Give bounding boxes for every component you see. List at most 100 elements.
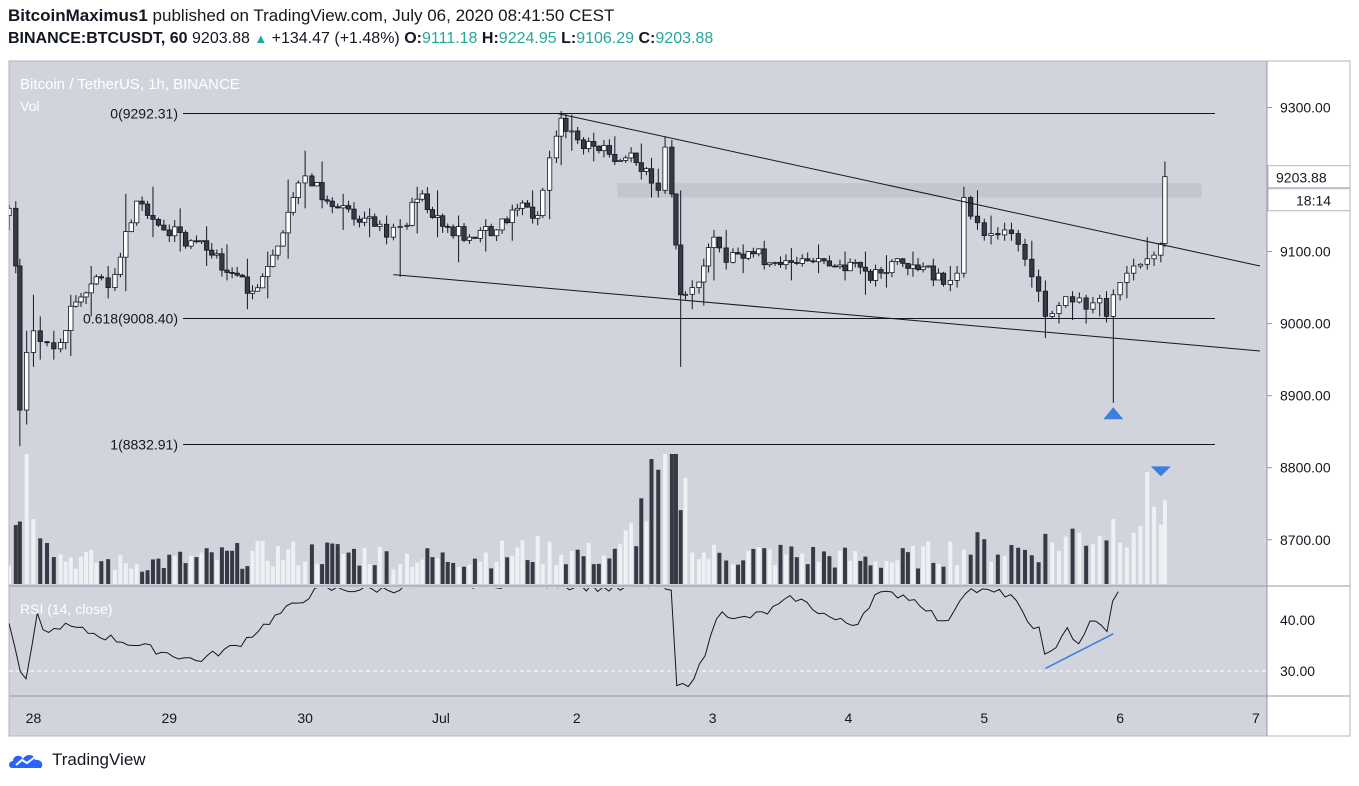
candle-body — [563, 117, 569, 132]
volume-bar — [123, 563, 128, 584]
chart-background — [9, 61, 1267, 696]
candle-body — [643, 168, 649, 172]
candle-body — [314, 182, 320, 187]
price-tick-label: 8700.00 — [1280, 532, 1331, 548]
countdown-badge-text: 18:14 — [1296, 193, 1331, 209]
candle-body — [123, 231, 129, 258]
candle-body — [134, 200, 140, 224]
rsi-label: RSI (14, close) — [20, 601, 113, 617]
volume-bar — [335, 544, 340, 584]
candle-body — [716, 236, 722, 249]
candle-body — [638, 162, 644, 172]
candle-body — [78, 296, 84, 303]
volume-bar — [789, 546, 794, 584]
close-value: 9203.88 — [655, 30, 714, 47]
volume-bar — [13, 525, 18, 584]
candle-body — [254, 287, 261, 292]
volume-bar — [794, 557, 799, 584]
footer-brand[interactable]: TradingView — [8, 750, 146, 770]
volume-bar — [629, 522, 634, 584]
candle-body — [483, 226, 489, 231]
volume-bar — [303, 561, 308, 584]
candle-body — [1117, 282, 1123, 296]
candle-body — [889, 261, 895, 274]
candle-body — [623, 157, 629, 161]
candle-body — [93, 276, 99, 285]
candle-body — [280, 232, 286, 247]
candle-body — [735, 252, 741, 255]
volume-bar — [24, 454, 29, 584]
volume-bar — [873, 561, 878, 584]
candle-body — [275, 245, 281, 256]
volume-bar — [17, 521, 22, 584]
candle-body — [591, 141, 597, 147]
volume-bar — [669, 454, 674, 584]
volume-bar — [1077, 532, 1082, 584]
volume-bar — [618, 543, 623, 584]
volume-bar — [204, 548, 209, 584]
candle-body — [450, 226, 456, 237]
author-name[interactable]: BitcoinMaximus1 — [8, 6, 148, 25]
volume-bar — [941, 566, 946, 584]
price-tick-label: 9100.00 — [1280, 244, 1331, 260]
fib-level-label: 0.618(9008.40) — [83, 311, 178, 327]
volume-bar — [1050, 542, 1055, 584]
candle-body — [794, 262, 800, 264]
time-tick-label: 28 — [26, 710, 42, 726]
countdown-badge — [1267, 188, 1351, 212]
volume-bar — [489, 568, 494, 584]
candle-body — [1162, 176, 1168, 244]
candle-body — [73, 301, 79, 307]
upper-trendline — [556, 112, 1261, 267]
volume-bar — [112, 569, 117, 584]
rsi-line — [9, 588, 1119, 688]
candle-body — [63, 330, 69, 343]
volume-bar — [756, 547, 761, 584]
candle-body — [705, 247, 712, 267]
candle-body — [900, 258, 906, 264]
candle-body — [390, 226, 397, 238]
candle-body — [224, 269, 230, 273]
candle-body — [678, 244, 684, 296]
candle-body — [166, 229, 172, 237]
candle-body — [68, 305, 74, 331]
volume-bar — [31, 519, 36, 584]
candle-body — [761, 248, 767, 266]
candle-body — [1049, 313, 1055, 317]
rsi-divergence-line — [1045, 633, 1114, 670]
candle-body — [466, 236, 473, 241]
volume-bar — [751, 548, 756, 584]
published-text: published on TradingView.com, July 06, 2… — [152, 6, 615, 25]
candle-body — [58, 342, 64, 350]
last-price-badge-text: 9203.88 — [1276, 170, 1327, 186]
volume-bar — [467, 564, 472, 584]
candle-body — [424, 193, 430, 211]
candle-body — [935, 272, 942, 281]
candle-body — [772, 261, 778, 264]
volume-bar — [931, 562, 936, 584]
candle-body — [596, 145, 602, 152]
candle-body — [1097, 297, 1103, 304]
candle-body — [214, 253, 220, 256]
volume-bar — [199, 552, 204, 584]
candle-body — [857, 261, 863, 268]
candle-body — [128, 222, 134, 233]
volume-bar — [858, 560, 863, 584]
volume-bar — [843, 547, 848, 584]
volume-bar — [1152, 506, 1157, 584]
price-tick-label: 8900.00 — [1280, 388, 1331, 404]
volume-bar — [346, 552, 351, 584]
volume-bar — [783, 554, 788, 584]
candle-body — [260, 276, 266, 289]
candle-body — [799, 258, 805, 264]
volume-bar — [478, 561, 483, 584]
volume-bar — [525, 560, 530, 584]
rsi-tick-label: 40.00 — [1280, 612, 1315, 628]
volume-bar — [853, 551, 858, 584]
top-arrow-marker — [1150, 466, 1171, 477]
volume-bar — [38, 538, 43, 584]
candle-body — [530, 206, 536, 219]
candle-body — [13, 207, 19, 267]
candle-body — [810, 260, 816, 263]
